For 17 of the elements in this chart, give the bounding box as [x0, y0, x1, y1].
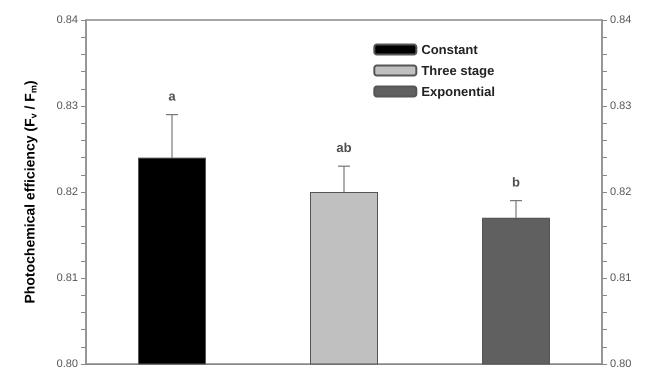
- y-tick-label: 0.84: [56, 14, 78, 26]
- legend-label: Exponential: [421, 84, 496, 99]
- y-tick-label: 0.82: [56, 186, 78, 198]
- y-axis-title: Photochemical efficiency (Fv / Fm): [22, 80, 38, 304]
- y2-tick-label: 0.80: [610, 358, 632, 370]
- y-tick-label: 0.81: [56, 272, 78, 284]
- annotation: b: [512, 174, 520, 190]
- legend-label: Constant: [421, 42, 478, 57]
- legend-label: Three stage: [421, 63, 494, 78]
- annotation: ab: [336, 140, 352, 156]
- y-tick-label: 0.80: [56, 358, 78, 370]
- y-tick-label: 0.83: [56, 100, 78, 112]
- y2-tick-label: 0.83: [610, 100, 632, 112]
- y2-tick-label: 0.84: [610, 14, 632, 26]
- y2-tick-label: 0.81: [610, 272, 632, 284]
- y2-tick-label: 0.82: [610, 186, 632, 198]
- annotation: a: [168, 88, 176, 104]
